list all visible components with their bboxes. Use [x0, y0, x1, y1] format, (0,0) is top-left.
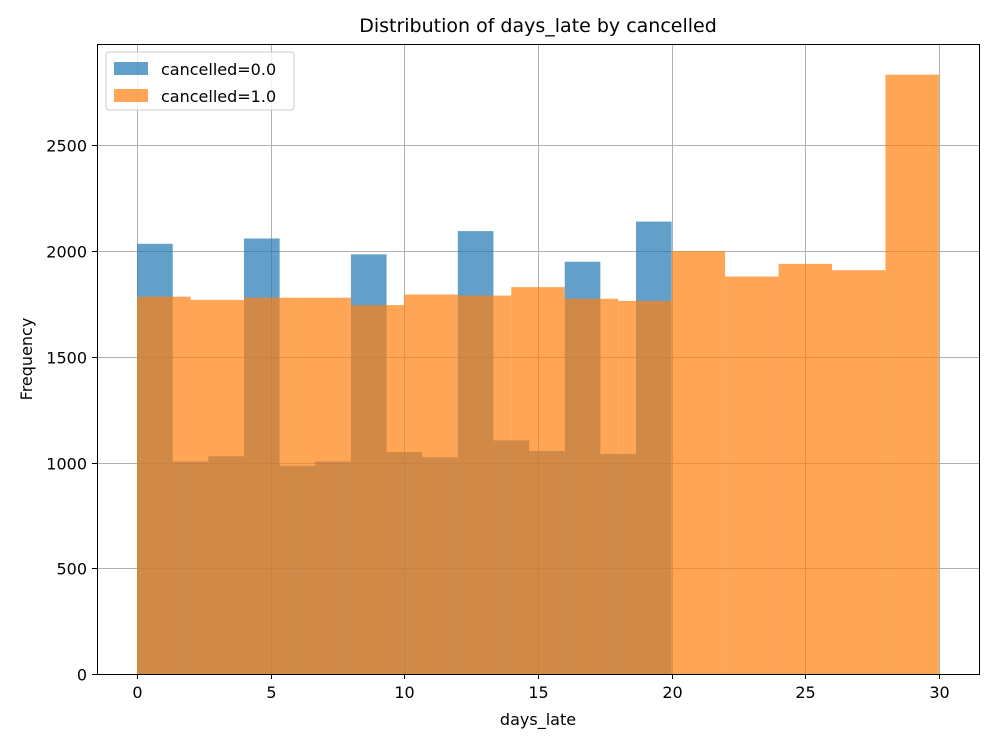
x-tick-label: 10 — [394, 683, 414, 702]
x-tick-label: 0 — [132, 683, 142, 702]
x-tick-label: 15 — [528, 683, 548, 702]
legend-swatch — [114, 89, 148, 102]
chart-title: Distribution of days_late by cancelled — [359, 15, 717, 37]
histogram-bar — [511, 287, 565, 674]
histogram-bar — [190, 299, 244, 674]
y-tick-label: 1500 — [46, 349, 87, 368]
histogram-bar — [137, 296, 191, 674]
y-tick-label: 1000 — [46, 455, 87, 474]
histogram-bar — [725, 276, 779, 674]
axes-layer: 0 5 10 15 20 25 30 0 500 1000 1500 2000 2500 — [46, 44, 980, 702]
histogram-bar — [778, 263, 832, 674]
x-tick-label: 25 — [795, 683, 815, 702]
histogram-bar — [618, 300, 672, 674]
x-tick-label: 30 — [929, 683, 949, 702]
histogram-bar — [564, 298, 619, 674]
x-axis-label: days_late — [500, 710, 576, 730]
histogram-bar — [350, 305, 405, 674]
y-tick-label: 2500 — [46, 137, 87, 156]
y-axis-label: Frequency — [17, 318, 36, 401]
histogram-bar — [832, 270, 886, 674]
legend-label: cancelled=0.0 — [161, 60, 276, 79]
x-tick-label: 20 — [662, 683, 682, 702]
y-tick-label: 500 — [56, 560, 87, 579]
x-tick-label: 5 — [266, 683, 276, 702]
histogram-bar — [404, 294, 458, 674]
bars-layer — [137, 74, 939, 675]
histogram-bar — [457, 295, 512, 674]
y-tick-label: 0 — [77, 666, 87, 685]
legend: cancelled=0.0 cancelled=1.0 — [105, 51, 295, 111]
histogram-bar — [244, 297, 298, 674]
y-tick-label: 2000 — [46, 243, 87, 262]
legend-swatch — [114, 62, 148, 75]
series-1-bars — [137, 74, 939, 675]
legend-label: cancelled=1.0 — [161, 87, 276, 106]
legend-frame — [105, 51, 295, 111]
histogram-bar — [297, 297, 351, 674]
histogram-bar — [671, 251, 726, 674]
histogram-bar — [885, 74, 939, 675]
